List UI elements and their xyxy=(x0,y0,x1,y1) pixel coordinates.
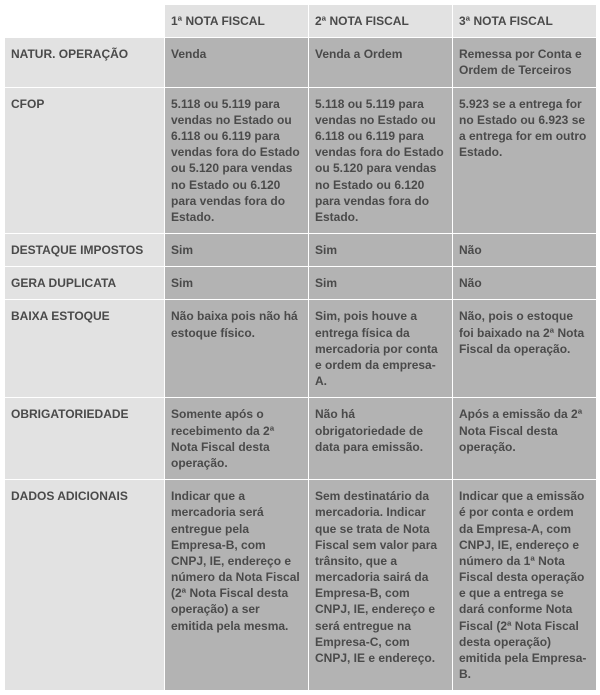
col-header-3: 3ª NOTA FISCAL xyxy=(453,5,597,38)
table-cell: Indicar que a emissão é por conta e orde… xyxy=(453,480,597,691)
table-row: CFOP5.118 ou 5.119 para vendas no Estado… xyxy=(5,87,597,234)
table-cell: Sem destinatário da mercadoria. Indicar … xyxy=(309,480,453,691)
table-cell: Somente após o recebimento da 2ª Nota Fi… xyxy=(165,398,309,480)
nota-fiscal-table: 1ª NOTA FISCAL 2ª NOTA FISCAL 3ª NOTA FI… xyxy=(4,4,597,691)
row-header: NATUR. OPERAÇÃO xyxy=(5,38,165,87)
table-cell: Sim xyxy=(309,234,453,267)
table-cell: Venda a Ordem xyxy=(309,38,453,87)
row-header: BAIXA ESTOQUE xyxy=(5,300,165,398)
row-header: DESTAQUE IMPOSTOS xyxy=(5,234,165,267)
table-cell: Não xyxy=(453,267,597,300)
corner-cell xyxy=(5,5,165,38)
table-cell: Venda xyxy=(165,38,309,87)
table-cell: Não xyxy=(453,234,597,267)
table-row: DADOS ADICIONAISIndicar que a mercadoria… xyxy=(5,480,597,691)
table-row: DESTAQUE IMPOSTOSSimSimNão xyxy=(5,234,597,267)
col-header-1: 1ª NOTA FISCAL xyxy=(165,5,309,38)
table-cell: 5.923 se a entrega for no Estado ou 6.92… xyxy=(453,87,597,234)
col-header-2: 2ª NOTA FISCAL xyxy=(309,5,453,38)
row-header: GERA DUPLICATA xyxy=(5,267,165,300)
table-cell: Indicar que a mercadoria será entregue p… xyxy=(165,480,309,691)
table-cell: Sim xyxy=(165,267,309,300)
table-cell: Não baixa pois não há estoque físico. xyxy=(165,300,309,398)
row-header: OBRIGATORIEDADE xyxy=(5,398,165,480)
row-header: CFOP xyxy=(5,87,165,234)
table-cell: Sim xyxy=(165,234,309,267)
table-cell: 5.118 ou 5.119 para vendas no Estado ou … xyxy=(309,87,453,234)
table-cell: Sim, pois houve a entrega física da merc… xyxy=(309,300,453,398)
table-header-row: 1ª NOTA FISCAL 2ª NOTA FISCAL 3ª NOTA FI… xyxy=(5,5,597,38)
table-cell: Sim xyxy=(309,267,453,300)
table-cell: Não há obrigatoriedade de data para emis… xyxy=(309,398,453,480)
table-cell: Após a emissão da 2ª Nota Fiscal desta o… xyxy=(453,398,597,480)
table-row: BAIXA ESTOQUENão baixa pois não há estoq… xyxy=(5,300,597,398)
table-cell: 5.118 ou 5.119 para vendas no Estado ou … xyxy=(165,87,309,234)
row-header: DADOS ADICIONAIS xyxy=(5,480,165,691)
table-row: OBRIGATORIEDADESomente após o recebiment… xyxy=(5,398,597,480)
table-row: NATUR. OPERAÇÃOVendaVenda a OrdemRemessa… xyxy=(5,38,597,87)
table-row: GERA DUPLICATASimSimNão xyxy=(5,267,597,300)
table-cell: Não, pois o estoque foi baixado na 2ª No… xyxy=(453,300,597,398)
table-cell: Remessa por Conta e Ordem de Terceiros xyxy=(453,38,597,87)
